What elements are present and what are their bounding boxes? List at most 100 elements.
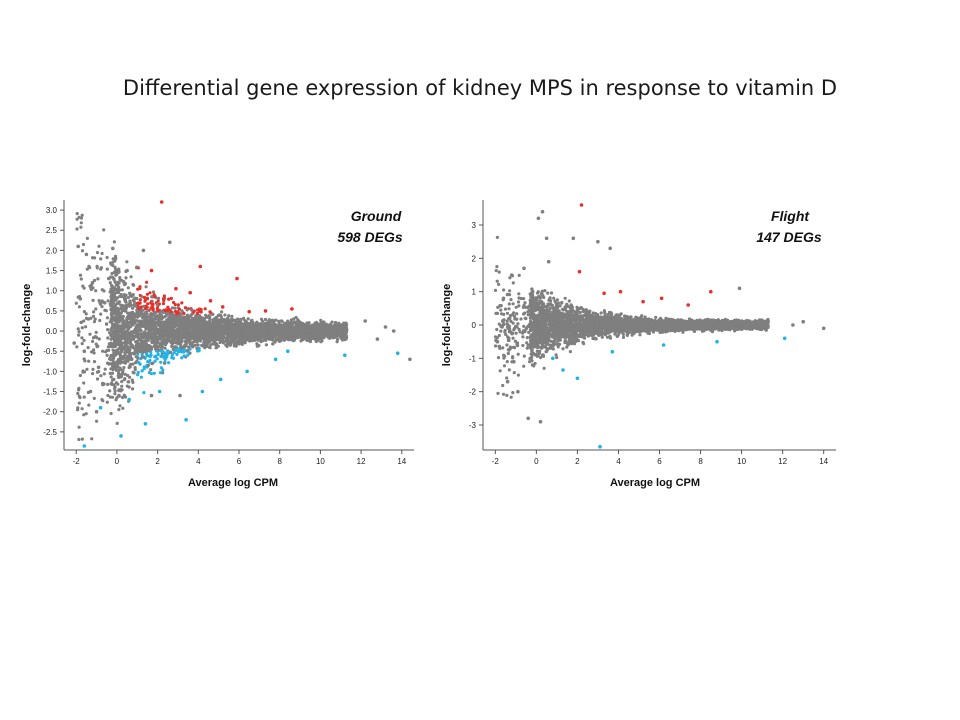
ground-cloud-point bbox=[259, 317, 264, 321]
ground-cloud-point bbox=[92, 320, 97, 324]
ground-cloud-point bbox=[135, 323, 139, 328]
ground-cloud-point bbox=[195, 318, 199, 323]
ground-cloud-point bbox=[211, 333, 215, 337]
ground-cloud-point bbox=[113, 265, 117, 269]
ground-cloud-point bbox=[293, 337, 297, 341]
ground-cloud-point bbox=[195, 335, 199, 339]
ground-cloud-point bbox=[90, 350, 94, 354]
ground-cloud-point bbox=[135, 319, 139, 323]
ground-cloud-point bbox=[179, 313, 183, 317]
ground-cloud-point bbox=[133, 361, 138, 365]
ground-cloud-point bbox=[126, 296, 130, 300]
ground-data-point bbox=[188, 290, 192, 295]
ground-cloud-point bbox=[320, 328, 324, 332]
ground-cloud-point bbox=[271, 338, 275, 342]
ground-cloud-point bbox=[214, 328, 218, 332]
ground-cloud-point bbox=[190, 308, 194, 312]
ground-cloud-point bbox=[325, 326, 329, 330]
ground-cloud-point bbox=[128, 299, 132, 303]
ground-cloud-point bbox=[119, 347, 123, 351]
flight-cloud-point bbox=[625, 333, 629, 337]
ground-cloud-point bbox=[215, 345, 219, 350]
ground-cloud-point bbox=[261, 335, 265, 339]
ground-cloud-point bbox=[286, 329, 291, 333]
ground-cloud-point bbox=[87, 403, 91, 407]
ground-cloud-point bbox=[274, 337, 278, 341]
ground-cloud-point bbox=[137, 306, 141, 310]
ground-cloud-point bbox=[124, 324, 128, 328]
ground-cloud-point bbox=[116, 287, 120, 291]
ground-cloud-point bbox=[159, 366, 163, 370]
ground-cloud-point bbox=[122, 393, 126, 397]
ground-cloud-point bbox=[161, 310, 166, 315]
flight-ma-plot: Flight 147 DEGs Average log CPM log-fold… bbox=[436, 195, 846, 495]
ground-cloud-point bbox=[110, 271, 114, 276]
ground-cloud-point bbox=[233, 323, 237, 327]
ground-cloud-point bbox=[91, 372, 95, 376]
ground-cloud-point bbox=[99, 312, 103, 316]
ground-cloud-point bbox=[125, 339, 129, 343]
ground-cloud-point bbox=[117, 337, 121, 341]
ground-x-tick-label: -2 bbox=[73, 457, 81, 466]
ground-cloud-point bbox=[170, 344, 174, 348]
ground-cloud-point bbox=[333, 320, 338, 325]
ground-cloud-point bbox=[160, 339, 164, 343]
ground-data-point bbox=[141, 248, 146, 253]
ground-cloud-point bbox=[243, 337, 247, 341]
ground-cloud-point bbox=[200, 334, 204, 338]
ground-cloud-point bbox=[256, 329, 260, 333]
ground-cloud-point bbox=[172, 319, 177, 323]
ground-cloud-point bbox=[123, 282, 127, 286]
ground-data-point bbox=[119, 434, 123, 438]
ground-cloud-point bbox=[103, 308, 107, 312]
ground-cloud-point bbox=[276, 331, 280, 335]
ground-cloud-point bbox=[95, 251, 100, 255]
ground-cloud-point bbox=[271, 329, 275, 333]
ground-cloud-point bbox=[115, 360, 119, 364]
ground-data-point bbox=[200, 389, 205, 394]
ground-cloud-point bbox=[118, 357, 122, 361]
ground-cloud-point bbox=[108, 281, 112, 285]
ground-cloud-point bbox=[230, 333, 234, 337]
ground-y-tick-label: 1.5 bbox=[46, 267, 58, 276]
ground-cloud-point bbox=[96, 277, 100, 281]
ground-y-tick-label: -1.5 bbox=[43, 388, 57, 397]
ground-cloud-point bbox=[142, 312, 146, 316]
ground-cloud-point bbox=[186, 353, 190, 357]
ground-cloud-point bbox=[84, 325, 88, 329]
ground-cloud-point bbox=[271, 319, 275, 323]
ground-cloud-point bbox=[79, 225, 83, 229]
ground-cloud-point bbox=[144, 322, 148, 327]
ground-cloud-point bbox=[152, 293, 156, 297]
ground-cloud-point bbox=[142, 391, 146, 395]
ground-cloud-point bbox=[250, 329, 254, 333]
ground-cloud-point bbox=[108, 331, 112, 335]
ground-cloud-point bbox=[110, 317, 114, 321]
ground-cloud-point bbox=[149, 368, 153, 372]
ground-cloud-point bbox=[136, 310, 140, 314]
ground-cloud-point bbox=[109, 411, 113, 416]
ground-cloud-point bbox=[91, 336, 96, 340]
ground-cloud-point bbox=[344, 333, 348, 337]
ground-cloud-point bbox=[308, 332, 312, 337]
ground-cloud-point bbox=[94, 307, 98, 311]
flight-cloud-point bbox=[552, 296, 556, 300]
ground-cloud-point bbox=[200, 343, 204, 347]
ground-data-point bbox=[408, 357, 412, 362]
ground-cloud-point bbox=[340, 329, 345, 333]
ground-cloud-point bbox=[188, 338, 192, 342]
ground-cloud-point bbox=[91, 298, 95, 302]
ground-cloud-point bbox=[80, 342, 84, 346]
ground-cloud-point bbox=[99, 374, 103, 378]
ground-cloud-point bbox=[129, 362, 133, 366]
ground-cloud-point bbox=[305, 321, 309, 325]
ground-cloud-point bbox=[180, 350, 184, 354]
ground-cloud-point bbox=[320, 334, 324, 339]
ground-cloud-point bbox=[143, 335, 147, 339]
ground-cloud-point bbox=[111, 260, 115, 264]
ground-cloud-point bbox=[159, 349, 163, 353]
ground-cloud-point bbox=[129, 338, 133, 342]
ground-cloud-point bbox=[117, 319, 121, 323]
ground-cloud-point bbox=[82, 370, 87, 374]
ground-cloud-point bbox=[153, 341, 157, 345]
